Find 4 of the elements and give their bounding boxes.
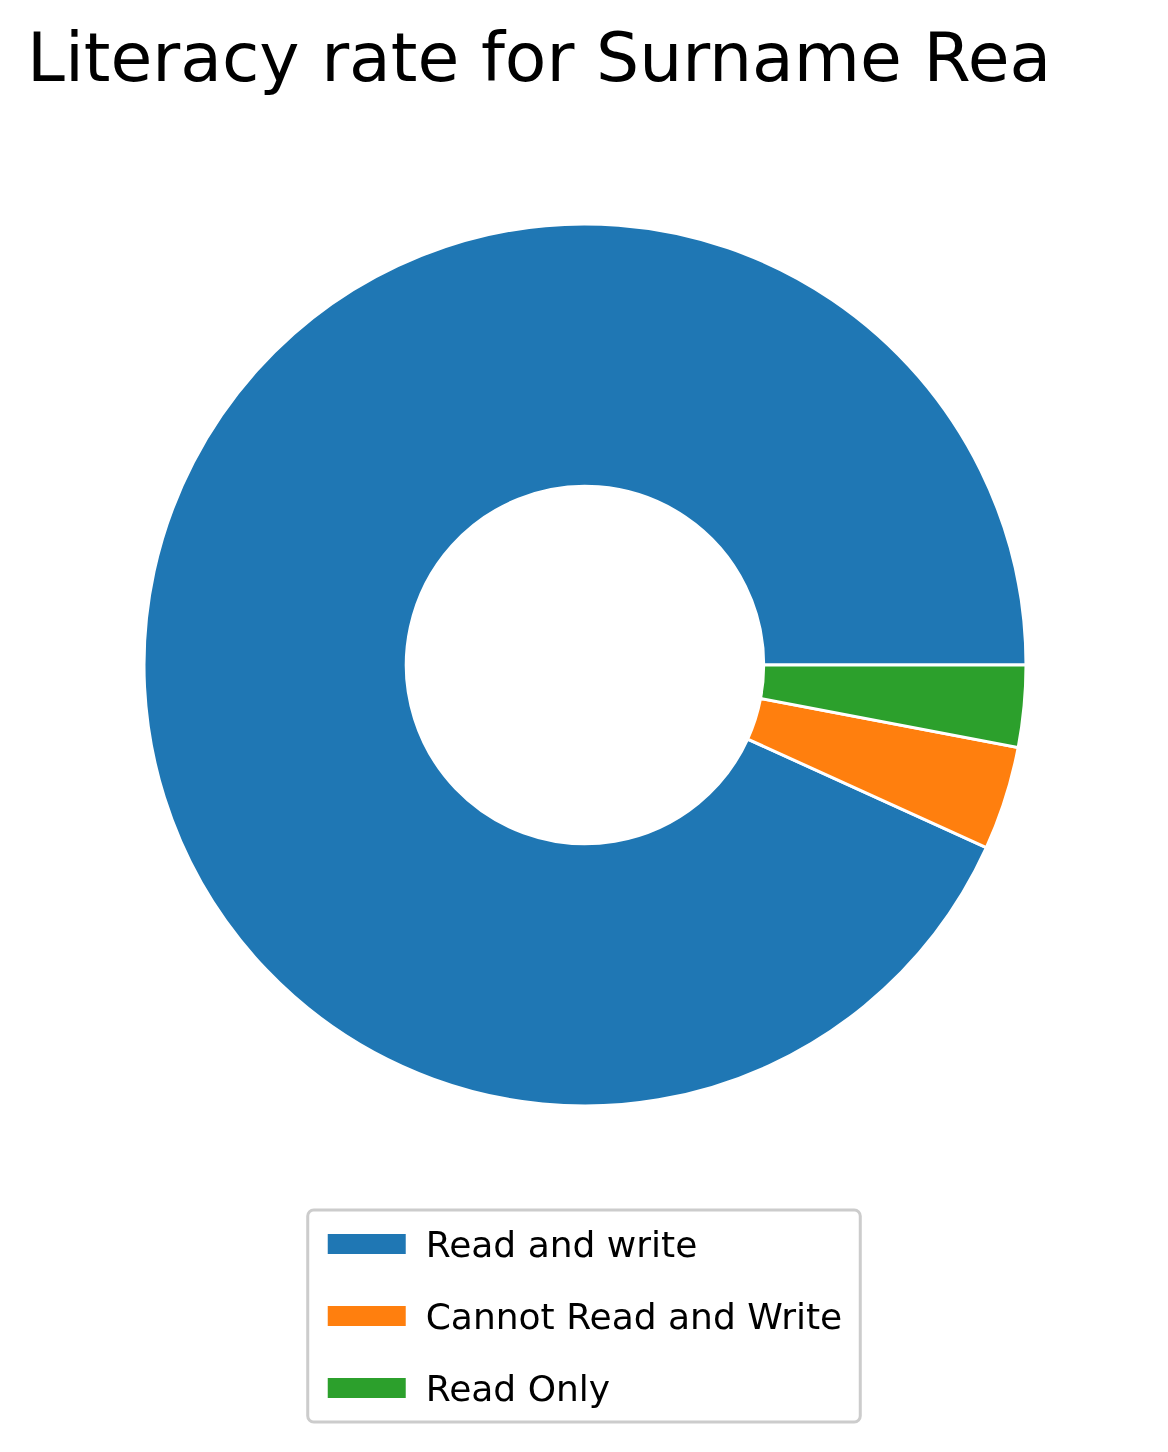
- legend-label: Read Only: [425, 1367, 611, 1409]
- chart-title: Literacy rate for Surname Rea: [27, 17, 1052, 97]
- legend-label: Cannot Read and Write: [425, 1295, 843, 1337]
- legend-label: Read and write: [425, 1223, 698, 1265]
